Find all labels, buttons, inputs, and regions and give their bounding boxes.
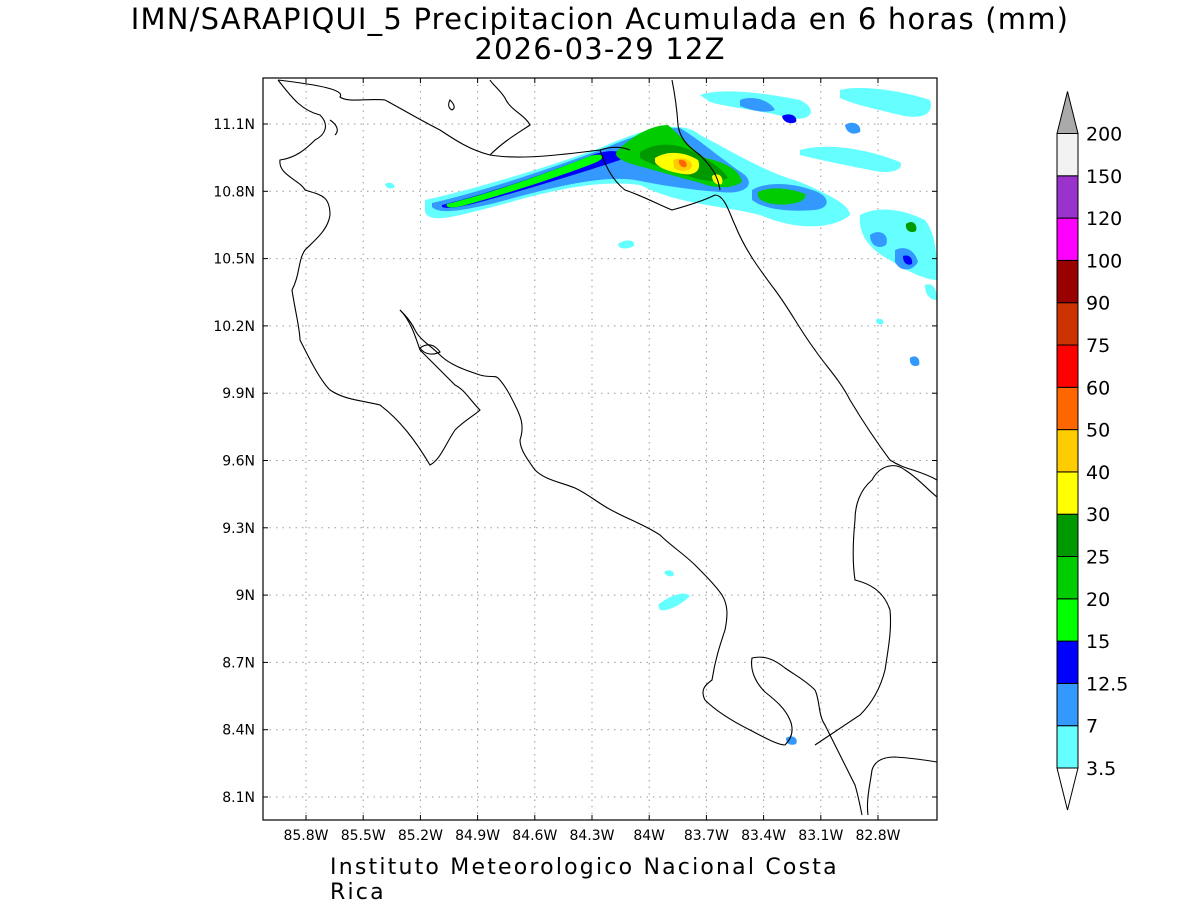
precip-cell-e6 — [905, 221, 917, 233]
precip-cell-e5 — [870, 232, 887, 247]
lon-tick-label: 84.6W — [512, 828, 557, 844]
precip-fields — [385, 88, 937, 745]
lat-tick-label: 10.5N — [213, 252, 255, 268]
colorbar-box — [1056, 513, 1079, 558]
lon-tick-label: 85.2W — [398, 828, 443, 844]
precip-speck-4 — [664, 570, 674, 577]
coastlines — [277, 79, 937, 816]
colorbar-box — [1056, 175, 1079, 219]
precip-cell-e4 — [903, 255, 913, 265]
lon-tick-label: 83.4W — [741, 828, 786, 844]
colorbar-box — [1056, 640, 1079, 684]
precip-cell-e2 — [859, 209, 937, 280]
colorbar-label: 200 — [1086, 124, 1122, 146]
colorbar-label: 7 — [1086, 716, 1098, 738]
colorbar-label: 15 — [1086, 631, 1110, 653]
precip-cell-east-core — [757, 188, 806, 205]
map-valid-time: 2026-03-29 12Z — [474, 32, 726, 66]
colorbar-label: 3.5 — [1086, 758, 1116, 780]
lon-tick-label: 85.8W — [283, 828, 328, 844]
lon-tick-label: 85.5W — [341, 828, 386, 844]
precip-speck-1 — [618, 240, 635, 249]
colorbar-label: 12.5 — [1086, 673, 1128, 695]
axes: 11.1N 10.8N 10.5N 10.2N 9.9N 9.6N 9.3N 9N 8.7N 8.… — [213, 78, 937, 844]
lat-tick-label: 11.1N — [213, 117, 255, 133]
colorbar-box — [1056, 598, 1079, 642]
precip-core-50 — [678, 159, 687, 168]
lat-tick-label: 10.2N — [213, 319, 255, 335]
precip-cell-ne2 — [740, 98, 775, 112]
colorbar-box — [1056, 429, 1079, 473]
colorbar-label: 75 — [1086, 335, 1110, 357]
colorbar: 3.5 7 12.5 15 20 25 30 40 50 60 75 90 100 120 150 200 — [1056, 91, 1128, 811]
lat-tick-label: 10.8N — [213, 184, 255, 200]
map-title: IMN/SARAPIQUI_5 Precipitacion Acumulada … — [130, 2, 1070, 36]
colorbar-box — [1056, 217, 1079, 261]
colorbar-arrow-high — [1056, 91, 1079, 134]
precip-cell-e7 — [925, 284, 937, 300]
precip-cell-e1 — [800, 146, 901, 173]
precip-cell-ne3 — [840, 88, 931, 117]
lat-tick-label: 9.3N — [222, 521, 255, 537]
lat-tick-label: 8.4N — [222, 723, 255, 739]
colorbar-box — [1056, 259, 1079, 304]
lon-tick-label: 84W — [633, 828, 665, 844]
colorbar-label: 150 — [1086, 166, 1122, 188]
precip-band-15 — [446, 154, 603, 208]
colorbar-box — [1056, 133, 1079, 177]
colorbar-box — [1056, 682, 1079, 727]
map-frame — [262, 77, 938, 821]
colorbar-box — [1056, 471, 1079, 515]
colorbar-label: 100 — [1086, 250, 1122, 272]
graticule — [263, 78, 937, 820]
precip-speck-3 — [658, 593, 690, 611]
colorbar-label: 50 — [1086, 420, 1110, 442]
colorbar-label: 30 — [1086, 504, 1110, 526]
lon-tick-label: 84.3W — [569, 828, 614, 844]
precip-cell-ne5 — [845, 122, 861, 134]
precip-speck-6 — [909, 356, 920, 367]
colorbar-label: 60 — [1086, 377, 1110, 399]
lat-tick-label: 8.7N — [222, 655, 255, 671]
precip-cell-ne4 — [782, 114, 797, 124]
lon-tick-label: 84.9W — [455, 828, 500, 844]
lat-tick-label: 9N — [236, 588, 255, 604]
lat-tick-label: 8.1N — [222, 790, 255, 806]
lon-tick-label: 83.1W — [798, 828, 843, 844]
precip-speck-2 — [385, 182, 395, 189]
lon-tick-label: 83.7W — [684, 828, 729, 844]
colorbar-label: 90 — [1086, 293, 1110, 315]
precip-speck-5 — [786, 736, 797, 745]
colorbar-box — [1056, 725, 1079, 769]
colorbar-label: 25 — [1086, 547, 1110, 569]
precip-speck-7 — [876, 318, 884, 325]
colorbar-box — [1056, 302, 1079, 346]
colorbar-box — [1056, 556, 1079, 600]
colorbar-box — [1056, 344, 1079, 388]
colorbar-label: 120 — [1086, 208, 1122, 230]
colorbar-label: 40 — [1086, 462, 1110, 484]
colorbar-label: 20 — [1086, 589, 1110, 611]
lon-tick-label: 82.8W — [855, 828, 900, 844]
colorbar-arrow-low — [1056, 767, 1079, 811]
lat-tick-label: 9.6N — [222, 454, 255, 470]
colorbar-box — [1056, 386, 1079, 431]
footer-credit: Instituto Meteorologico Nacional Costa R… — [330, 855, 839, 905]
lat-tick-label: 9.9N — [222, 386, 255, 402]
